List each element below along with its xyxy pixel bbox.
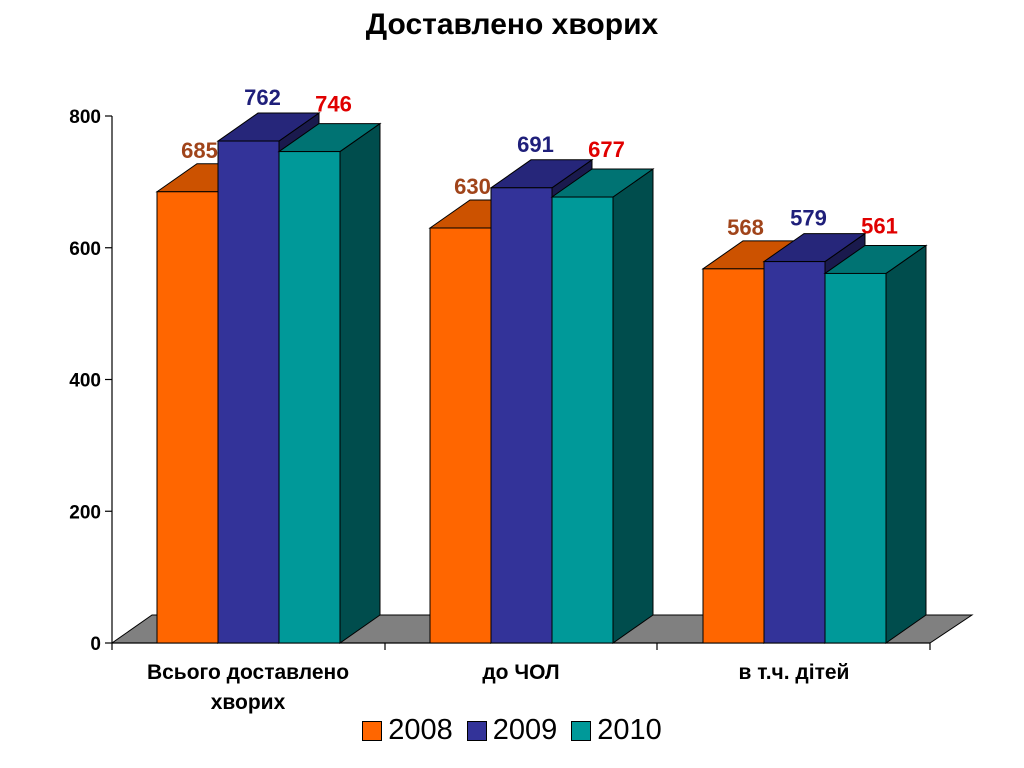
- x-category-label: в т.ч. дітей: [739, 661, 850, 684]
- bar: [217, 140, 280, 644]
- legend-label-2008: 2008: [388, 714, 453, 746]
- data-label: 568: [727, 215, 764, 240]
- bar-side: [885, 244, 927, 644]
- legend-swatch-2010: [571, 720, 592, 741]
- x-category-label: хворих: [211, 691, 286, 714]
- y-tick-label: 800: [69, 107, 101, 128]
- bar: [156, 191, 219, 644]
- data-label: 561: [861, 213, 898, 238]
- legend-swatch-2009: [466, 720, 487, 741]
- data-label: 579: [790, 206, 827, 231]
- bar: [824, 272, 887, 644]
- x-category-label: до ЧОЛ: [482, 661, 559, 684]
- bar: [551, 196, 614, 644]
- data-label: 685: [181, 138, 218, 163]
- x-category-label: Всього доставлено: [147, 661, 349, 684]
- bar: [763, 261, 826, 644]
- data-label: 630: [454, 174, 491, 199]
- data-label: 762: [244, 85, 281, 110]
- chart-title: Доставлено хворих: [365, 8, 659, 41]
- y-tick-label: 600: [69, 239, 101, 260]
- data-label: 691: [517, 132, 554, 157]
- y-tick-label: 200: [69, 502, 101, 523]
- legend-item-2010: 2010: [571, 714, 662, 747]
- legend-label-2009: 2009: [492, 714, 558, 746]
- legend-item-2009: 2009: [466, 714, 558, 747]
- y-tick-label: 400: [69, 371, 101, 392]
- bar-side: [339, 122, 381, 644]
- y-tick-label: 0: [90, 634, 101, 655]
- data-label: 746: [315, 92, 352, 117]
- bar: [702, 268, 765, 644]
- bar-side: [612, 168, 654, 644]
- chart-legend: 2008 2009 2010: [0, 714, 1024, 747]
- legend-swatch-2008: [362, 720, 383, 741]
- legend-label-2010: 2010: [597, 714, 662, 746]
- data-label: 677: [588, 137, 625, 162]
- bar: [429, 227, 492, 644]
- bar: [490, 187, 553, 644]
- bar: [278, 151, 341, 644]
- legend-item-2008: 2008: [362, 714, 453, 747]
